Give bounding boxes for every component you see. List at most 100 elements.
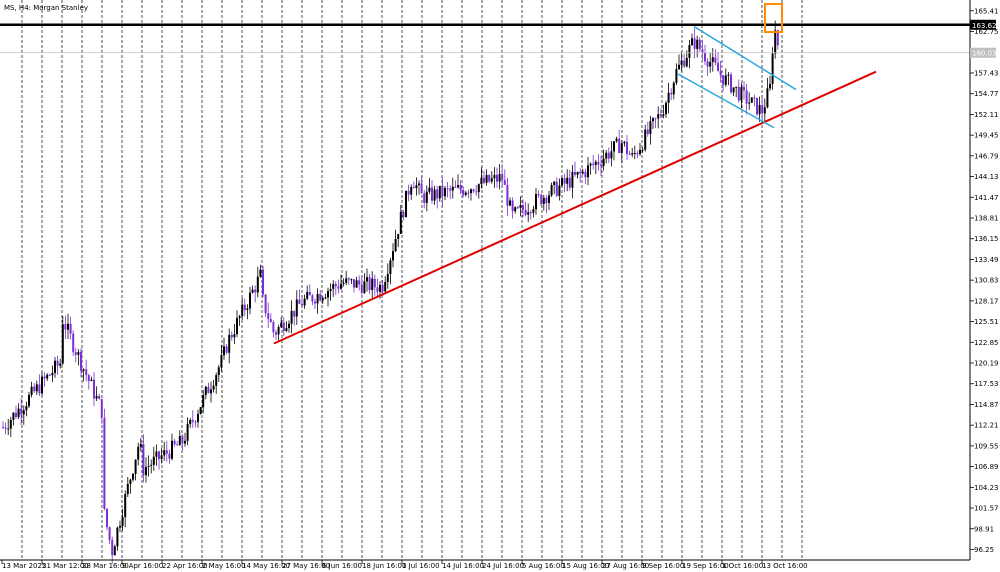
candle-body (691, 38, 693, 46)
candle-body (124, 494, 127, 518)
candle-body (285, 328, 288, 332)
candle-body (683, 60, 686, 67)
candle-body (724, 75, 727, 85)
time-tick-label: 13 Oct 16:00 (762, 562, 808, 570)
time-tick-label: 19 Sep 16:00 (682, 562, 729, 570)
candle-body (134, 459, 137, 474)
candle-body (246, 308, 249, 311)
candle-body (399, 211, 402, 235)
candle-body (379, 284, 381, 292)
candle-body (763, 107, 766, 114)
price-tick-label: 98.91 (974, 525, 994, 533)
candle-body (116, 527, 119, 547)
price-tick-label: 141.47 (974, 194, 999, 202)
candle-body (337, 286, 340, 289)
time-tick-label: 18 Jun 16:00 (362, 562, 406, 570)
candle-body (592, 163, 595, 165)
candle-body (654, 118, 657, 120)
candle-body (210, 389, 212, 394)
time-tick-label: 1 Oct 16:00 (722, 562, 763, 570)
candle-body (48, 374, 51, 376)
candle-body (152, 456, 155, 465)
time-tick-label: 14 May 16:00 (242, 562, 290, 570)
price-tick-label: 162.75 (974, 28, 999, 36)
candle-body (358, 280, 361, 285)
time-tick-label: 28 Mar 16:00 (82, 562, 129, 570)
candle-body (269, 319, 272, 323)
candle-body (353, 279, 355, 288)
candle-body (43, 376, 46, 379)
candle-body (555, 181, 558, 196)
candle-body (553, 181, 556, 186)
candle-body (568, 177, 571, 188)
candle-body (490, 178, 493, 182)
candle-body (727, 74, 730, 76)
lines-layer (0, 3, 970, 345)
candle-body (381, 284, 384, 292)
candle-body (659, 114, 662, 116)
candle-body (311, 295, 314, 302)
candle-body (566, 177, 569, 184)
candle-body (602, 158, 605, 166)
candle-body (743, 87, 745, 91)
price-tick-label: 157.43 (974, 69, 999, 77)
candle-body (363, 281, 366, 293)
candle-body (59, 363, 62, 366)
candle-body (35, 384, 38, 392)
price-tick-label: 117.53 (974, 380, 999, 388)
candle-body (225, 346, 228, 353)
candle-body (737, 86, 740, 101)
candle-body (9, 419, 12, 429)
price-tick-label: 125.51 (974, 318, 999, 326)
candle-body (402, 211, 405, 218)
candle-body (639, 149, 641, 155)
candle-body (33, 386, 36, 392)
candle-body (233, 334, 236, 338)
price-tick-label: 114.87 (974, 401, 999, 409)
candle-body (30, 386, 33, 395)
candle-body (329, 288, 332, 292)
time-tick-label: 27 Aug 16:00 (602, 562, 649, 570)
candle-body (95, 395, 98, 399)
candle-body (51, 372, 54, 376)
candle-body (249, 292, 251, 309)
candle-body (433, 189, 436, 201)
candle-body (678, 64, 680, 70)
candle-body (535, 194, 537, 210)
candle-body (108, 527, 111, 540)
time-tick-label: 9 Sep 16:00 (642, 562, 684, 570)
candle-body (415, 185, 418, 189)
candle-body (64, 324, 67, 330)
candle-body (605, 152, 608, 159)
candle-body (597, 161, 600, 165)
candle-body (636, 153, 639, 155)
price-tick-label: 96.25 (974, 546, 994, 554)
candle-body (740, 87, 743, 101)
candle-body (77, 352, 80, 355)
candle-body (386, 274, 389, 283)
candle-body (74, 352, 77, 355)
time-tick-label: 5 Aug 16:00 (522, 562, 565, 570)
candle-body (217, 367, 220, 376)
candle-body (212, 385, 215, 390)
candle-body (303, 298, 306, 306)
candle-body (662, 114, 665, 116)
candle-body (98, 395, 101, 400)
candle-body (527, 212, 530, 215)
candle-body (256, 276, 259, 293)
candle-body (626, 141, 628, 154)
price-tick-label: 149.45 (974, 132, 999, 140)
candle-body (464, 192, 467, 195)
candle-body (774, 30, 777, 54)
candle-body (701, 49, 704, 54)
candle-body (340, 283, 342, 289)
time-tick-label: 14 Jul 16:00 (442, 562, 484, 570)
highlight-box (764, 3, 783, 34)
candle-body (132, 473, 134, 480)
candle-body (467, 192, 470, 194)
price-tick-label: 133.49 (974, 256, 999, 264)
candle-body (82, 369, 85, 371)
candle-body (46, 374, 49, 379)
candle-body (649, 121, 652, 134)
candle-body (594, 161, 597, 165)
